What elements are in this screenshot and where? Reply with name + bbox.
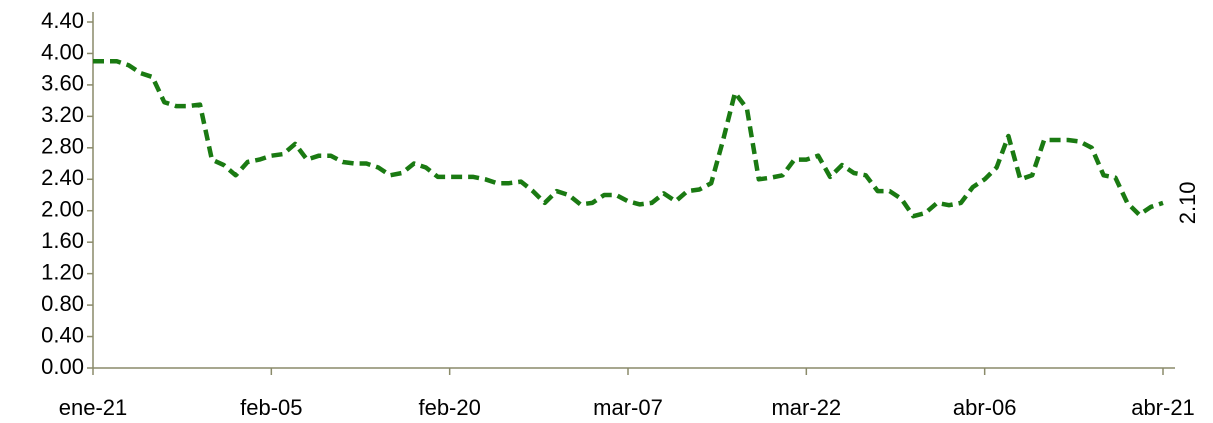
y-tick-label: 1.60	[41, 228, 84, 253]
x-tick-label: ene-21	[59, 395, 128, 420]
x-tick-label: abr-06	[953, 395, 1017, 420]
end-value-label: 2.10	[1175, 181, 1200, 224]
y-tick-label: 4.00	[41, 39, 84, 64]
y-tick-label: 2.80	[41, 134, 84, 159]
data-line	[93, 59, 1164, 219]
y-tick-label: 4.40	[41, 8, 84, 33]
y-tick-label: 0.00	[41, 354, 84, 379]
y-tick-label: 1.20	[41, 259, 84, 284]
y-tick-label: 0.40	[41, 322, 84, 347]
y-tick-label: 2.00	[41, 197, 84, 222]
y-tick-label: 3.20	[41, 102, 84, 127]
y-tick-label: 3.60	[41, 71, 84, 96]
x-tick-label: feb-20	[418, 395, 480, 420]
y-tick-label: 2.40	[41, 165, 84, 190]
x-tick-label: mar-07	[593, 395, 663, 420]
y-tick-label: 0.80	[41, 291, 84, 316]
x-tick-label: feb-05	[240, 395, 302, 420]
x-tick-label: mar-22	[771, 395, 841, 420]
x-tick-label: abr-21	[1131, 395, 1195, 420]
